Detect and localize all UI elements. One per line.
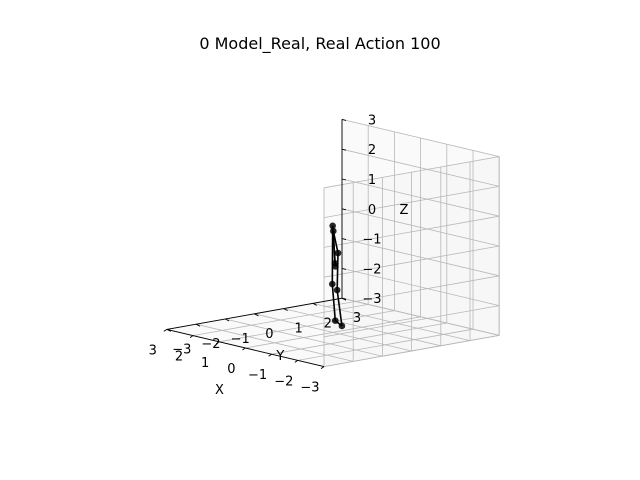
data-point (334, 249, 342, 257)
data-point (329, 280, 336, 288)
y-tick-label: −3 (172, 342, 191, 357)
z-tick-label: 0 (368, 203, 376, 218)
y-tick-label: 0 (265, 327, 273, 342)
x-tick-label: −2 (274, 374, 293, 389)
tick-mark (341, 118, 347, 121)
tick-mark (242, 347, 246, 351)
x-tick-label: 1 (201, 356, 209, 371)
data-point (333, 286, 341, 294)
grid-line (323, 245, 500, 278)
grid-line (341, 238, 500, 277)
tick-mark (341, 148, 347, 151)
tick-mark (294, 360, 299, 363)
x-tick-label: 3 (149, 343, 157, 358)
grid-line (341, 119, 500, 157)
tick-mark (341, 238, 347, 241)
x-tick-label: −3 (300, 381, 319, 396)
z-tick-label: −3 (362, 292, 381, 307)
z-tick-label: 2 (368, 143, 376, 158)
z-tick-label: 1 (368, 173, 376, 188)
grid-line (341, 268, 500, 306)
tick-mark (254, 313, 259, 317)
grid-line (341, 297, 500, 336)
tick-mark (341, 267, 347, 270)
y-tick-label: −1 (231, 332, 250, 347)
data-point (331, 260, 339, 267)
z-tick-label: −2 (362, 262, 381, 277)
z-tick-label: −1 (362, 233, 381, 248)
data-points (329, 222, 346, 330)
x-tick-label: 2 (175, 350, 183, 365)
data-point (338, 322, 346, 330)
grid-line (323, 275, 500, 308)
skeleton-edge (336, 289, 343, 327)
skeleton-edge (336, 252, 339, 291)
data-point (329, 222, 336, 230)
chart-title: 0 Model_Real, Real Action 100 (199, 34, 441, 53)
grid-line (323, 215, 500, 248)
z-axis-label: Z (400, 203, 409, 218)
grid-line (341, 148, 500, 187)
grid-line (341, 208, 500, 247)
tick-mark (163, 329, 168, 332)
tick-mark (224, 318, 230, 322)
tick-mark (195, 323, 201, 327)
grid-line (323, 335, 500, 367)
x-tick-label: 0 (227, 362, 235, 377)
y-tick-label: 2 (324, 316, 332, 331)
grid-line (341, 178, 500, 217)
skeleton-edge (331, 283, 337, 321)
y-axis-label: Y (275, 349, 284, 364)
skeleton-edge (332, 230, 336, 264)
grid-line (225, 318, 383, 357)
x-tick-label: −1 (248, 368, 267, 383)
tick-mark (268, 353, 272, 357)
data-point (331, 317, 339, 324)
grid-line (195, 323, 354, 362)
y-tick-label: −2 (201, 337, 220, 352)
x-axis-label: X (215, 383, 224, 398)
tick-mark (341, 208, 347, 211)
z-tick-label: 3 (368, 113, 376, 128)
tick-mark (215, 341, 220, 345)
grid-line (323, 305, 500, 338)
grid-line (323, 156, 500, 189)
tick-mark (189, 335, 194, 338)
tick-mark (312, 302, 318, 306)
tick-mark (166, 328, 172, 332)
grid-line (283, 308, 441, 347)
tick-mark (283, 308, 288, 312)
y-tick-label: 3 (353, 311, 361, 326)
y-tick-label: 1 (294, 322, 302, 337)
grid-line (323, 186, 500, 218)
tick-mark (341, 297, 347, 300)
data-point (330, 227, 337, 235)
tick-mark (320, 366, 325, 369)
tick-mark (341, 178, 347, 181)
grid-line (254, 313, 412, 352)
